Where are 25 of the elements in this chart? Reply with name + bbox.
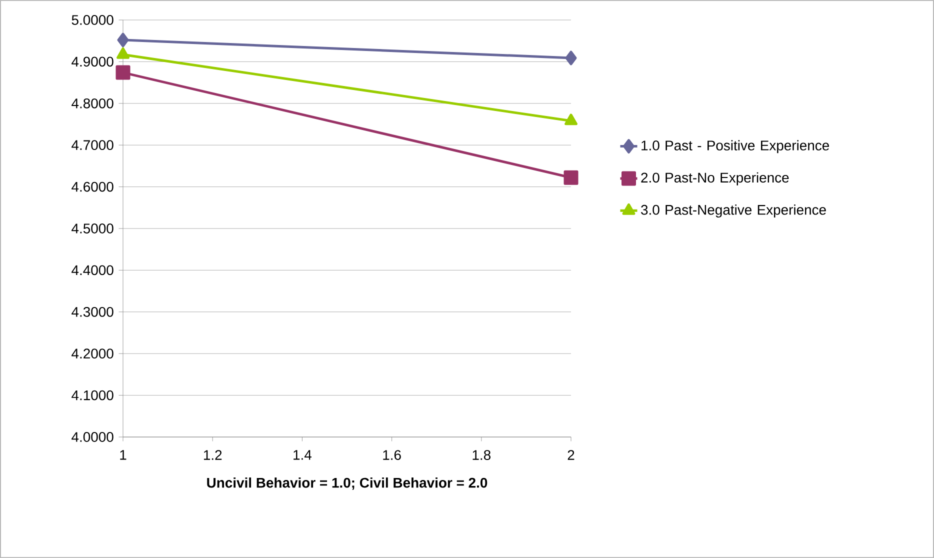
x-tick-label: 1.4 [294, 450, 312, 460]
y-tick-label: 4.8000 [72, 98, 114, 108]
y-tick-label: 4.0000 [72, 432, 114, 442]
point [564, 170, 578, 185]
y-tick-label: 4.3000 [72, 306, 114, 317]
y-tick-label: 4.2000 [72, 348, 114, 359]
point [117, 32, 129, 48]
y-tick-label: 4.5000 [72, 224, 114, 234]
legend-label: 2.0 Past-No Experience [641, 172, 789, 186]
x-axis-title: Uncivil Behavior = 1.0; Civil Behavior = 2.0 [207, 477, 488, 490]
y-tick-label: 5.0000 [72, 15, 114, 25]
y-tick-label: 4.1000 [72, 390, 114, 400]
y-tick-label: 4.4000 [72, 265, 114, 276]
y-tick-label: 4.6000 [72, 182, 114, 192]
y-tick-label: 4.7000 [72, 140, 114, 150]
y-tick-label: 4.9000 [72, 56, 114, 67]
legend-label: 1.0 Past - Positive Experience [642, 140, 830, 154]
legend-label: 3.0 Past-Negative Experience [641, 204, 826, 218]
x-tick-label: 1 [120, 450, 126, 460]
x-tick-label: 1.2 [204, 450, 222, 460]
point [565, 50, 577, 66]
point [116, 65, 130, 80]
x-tick-label: 2 [568, 450, 574, 460]
x-tick-label: 1.6 [383, 450, 401, 460]
x-tick-label: 1.8 [472, 450, 490, 460]
